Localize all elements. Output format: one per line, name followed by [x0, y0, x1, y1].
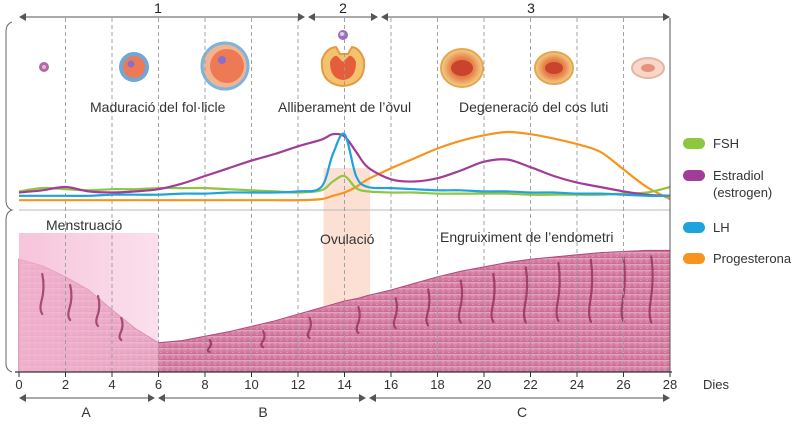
estradiol-legend-label: Estradiol (estrogen): [713, 168, 773, 200]
corpus-luteum-mid-core-icon: [545, 62, 563, 74]
x-tick-10: 10: [244, 377, 259, 392]
blood-vessel-3: [118, 316, 124, 342]
x-tick-8: 8: [201, 377, 209, 392]
axes: [5, 13, 672, 402]
progesterone-curve: [19, 130, 671, 202]
phase-1-arrow-end-head: [298, 13, 305, 21]
period-c-arrow-start-head: [369, 394, 376, 402]
phase-1-label: 1: [154, 0, 162, 16]
fsh-swatch: [683, 138, 705, 149]
blood-vessel-4: [206, 338, 213, 354]
lh-swatch: [683, 222, 705, 233]
period-a-label: A: [81, 404, 91, 420]
blood-vessel-14: [588, 258, 594, 323]
x-tick-2: 2: [61, 377, 70, 392]
legend-fsh: FSH: [683, 135, 808, 152]
blood-vessel-9: [425, 288, 431, 327]
released-ovule-core-icon: [340, 32, 344, 36]
phase-3-arrow-end-head: [663, 13, 670, 21]
x-tick-12: 12: [290, 377, 306, 392]
lh-curve: [19, 132, 671, 197]
phase-2-arrow-start-head: [308, 13, 315, 21]
x-tick-22: 22: [523, 377, 538, 392]
menstruation-shade: [19, 233, 159, 372]
blood-vessel-11: [490, 272, 496, 324]
ruptured-follicle-inner-icon: [330, 55, 356, 80]
legend-progesterone: Progesterona: [683, 250, 808, 267]
phase-3-arrow-start-head: [381, 13, 388, 21]
blood-vessel-6: [306, 316, 312, 340]
left-bracket: [5, 21, 14, 373]
estradiol-curve: [18, 132, 671, 197]
progesterone-swatch: [683, 253, 705, 264]
blood-vessel-16: [648, 255, 654, 324]
corpus-albicans-core-icon: [641, 64, 655, 72]
lh-legend-label: LH: [713, 220, 730, 235]
progesterone-legend-label: Progesterona: [713, 251, 792, 266]
x-tick-4: 4: [108, 377, 116, 392]
phase-2-arrow-end-head: [371, 13, 378, 21]
period-a-arrow-end-head: [148, 394, 155, 402]
x-axis-unit-label: Dies: [703, 377, 730, 392]
blood-vessel-10: [457, 279, 464, 324]
blood-vessel-13: [555, 261, 561, 323]
period-b-label: B: [258, 404, 268, 420]
estradiol-swatch: [683, 170, 705, 181]
period-a-arrow-start-head: [19, 394, 26, 402]
secondary-follicle-oocyte-icon: [127, 60, 135, 68]
primary-follicle-core-icon: [42, 65, 46, 69]
legend-lh: LH: [683, 219, 808, 236]
period-c-label: C: [516, 404, 528, 420]
x-tick-20: 20: [476, 377, 492, 392]
phase-1-arrow-start-head: [19, 13, 26, 21]
corpus-luteum-label: Degeneració del cos luti: [459, 99, 609, 115]
x-tick-28: 28: [662, 377, 678, 392]
blood-vessel-0: [39, 272, 45, 316]
ovule-release-label: Alliberament de l’òvul: [278, 99, 412, 115]
period-c-arrow-end-head: [663, 394, 670, 402]
period-b-arrow-end-head: [359, 394, 366, 402]
follicle-maturation-label: Maduració del fol·licle: [90, 99, 226, 115]
blood-vessel-8: [392, 297, 399, 330]
phase-2-label: 2: [339, 0, 347, 16]
menstruation-label: Menstruació: [46, 217, 123, 233]
x-tick-26: 26: [616, 377, 631, 392]
ovary-illustrations: [39, 30, 665, 91]
corpus-luteum-early-core-icon: [451, 60, 473, 76]
blood-vessel-5: [260, 330, 266, 349]
phase-3-label: 3: [527, 0, 535, 16]
x-tick-18: 18: [430, 377, 445, 392]
x-tick-14: 14: [337, 377, 352, 392]
endometrium-thickening-label: Engruiximent de l’endometri: [440, 229, 614, 245]
legend-estradiol: Estradiol (estrogen): [683, 167, 808, 201]
blood-vessel-15: [620, 256, 626, 323]
blood-vessel-1: [67, 283, 73, 322]
fsh-legend-label: FSH: [713, 136, 739, 151]
ovulation-label: Ovulació: [320, 231, 375, 247]
blood-vessel-2: [95, 294, 101, 328]
period-b-arrow-start-head: [158, 394, 165, 402]
secondary-follicle-antrum-icon: [123, 56, 145, 78]
x-tick-24: 24: [569, 377, 585, 392]
mature-follicle-oocyte-icon: [218, 56, 226, 64]
x-tick-0: 0: [15, 377, 23, 392]
blood-vessel-12: [522, 266, 529, 324]
x-tick-16: 16: [383, 377, 399, 392]
hormone-curves: [18, 130, 671, 202]
fsh-curve: [18, 174, 671, 196]
mature-follicle-antrum-icon: [210, 49, 244, 83]
background-layer: [18, 30, 671, 373]
blood-vessel-7: [355, 305, 361, 335]
x-tick-6: 6: [154, 377, 163, 392]
